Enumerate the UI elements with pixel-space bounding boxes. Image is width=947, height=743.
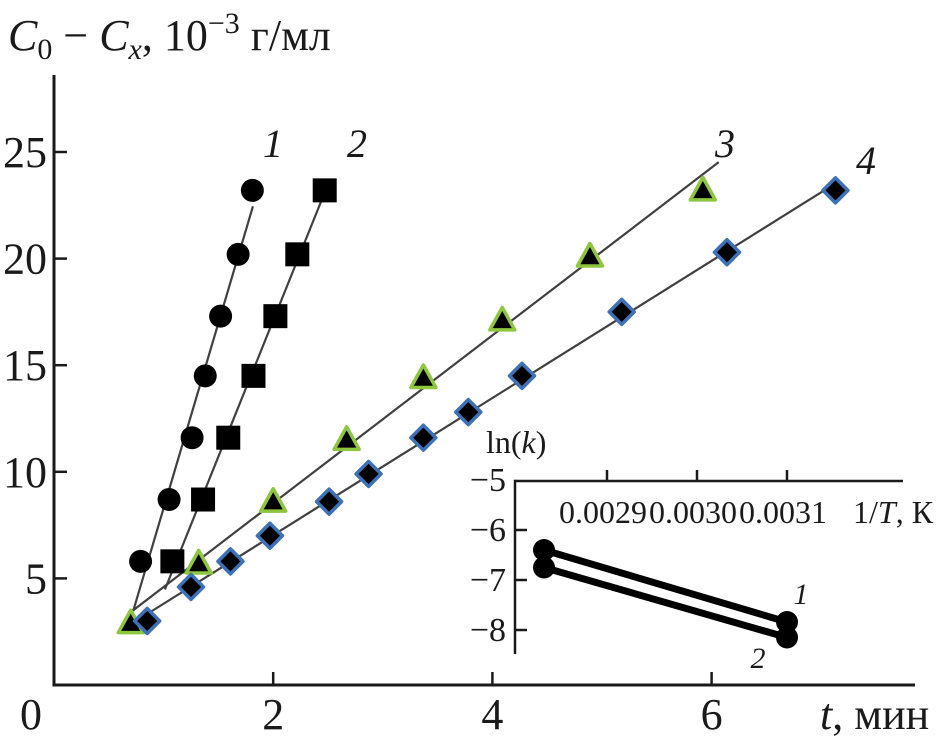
y-axis-title: C0 − Cx, 10−3 г/мл xyxy=(8,7,331,66)
x-axis-label: t, мин xyxy=(820,690,929,739)
diamond-marker xyxy=(821,176,850,205)
circle-marker xyxy=(226,242,250,266)
x-tick-label: 6 xyxy=(701,690,723,739)
square-marker xyxy=(216,425,241,450)
x-tick-label: 2 xyxy=(262,690,284,739)
inset-series-1-line xyxy=(543,546,788,626)
square-marker xyxy=(285,242,310,267)
triangle-marker xyxy=(688,175,718,202)
inset-curve-label-1: 1 xyxy=(794,578,809,611)
curve-label-2: 2 xyxy=(347,121,367,166)
diamond-marker xyxy=(132,606,162,636)
curve-label-1: 1 xyxy=(263,121,283,166)
y-tick-label: 20 xyxy=(3,235,47,284)
inset-x-tick-label: 0.0031 xyxy=(739,494,827,530)
triangle-marker xyxy=(409,363,438,390)
inset-circle-marker xyxy=(776,626,798,649)
diamond-marker xyxy=(607,297,636,327)
inset-y-tick-label: −5 xyxy=(470,462,506,499)
triangle-marker xyxy=(575,241,605,268)
inset-y-tick-label: −8 xyxy=(470,612,506,649)
circle-marker xyxy=(193,364,217,388)
inset-circle-marker xyxy=(533,539,555,561)
circle-marker xyxy=(240,178,264,202)
curve-label-3: 3 xyxy=(714,121,735,166)
inset-series-2-line xyxy=(543,564,788,641)
triangle-marker xyxy=(332,425,361,452)
inset-y-tick-label: −7 xyxy=(470,562,506,599)
diamond-marker xyxy=(712,237,742,267)
diamond-marker xyxy=(409,423,438,452)
square-marker xyxy=(241,363,266,388)
circle-marker xyxy=(129,549,153,573)
square-marker xyxy=(312,178,337,203)
inset-y-tick-label: −6 xyxy=(470,512,506,549)
square-marker xyxy=(191,487,216,512)
circle-marker xyxy=(157,488,181,512)
inset-x-axis-title: 1/T, К xyxy=(853,494,934,530)
triangle-marker xyxy=(184,548,213,575)
y-tick-label: 5 xyxy=(25,554,47,603)
x-tick-label: 4 xyxy=(481,690,503,739)
inset-y-axis-title: ln(k) xyxy=(486,424,546,460)
diamond-marker xyxy=(454,397,483,427)
y-tick-label: 15 xyxy=(3,341,47,390)
inset-circle-marker xyxy=(776,611,798,633)
inset-curve-label-2: 2 xyxy=(751,642,766,675)
inset-x-tick-label: 0.0030 xyxy=(649,494,737,530)
square-marker xyxy=(263,304,288,329)
inset-plot: 0.0029 0.0030 0.0031 −5 −6 −7 −8 ln(k) 1/T, К 12 xyxy=(470,424,934,675)
x-tick-label: 0 xyxy=(20,690,42,739)
series-1-fitline xyxy=(132,205,254,612)
circle-marker xyxy=(209,304,233,328)
inset-x-tick-label: 0.0029 xyxy=(559,494,647,530)
diamond-marker xyxy=(216,547,245,576)
y-tick-label: 10 xyxy=(3,448,47,497)
y-tick-label: 25 xyxy=(3,128,47,177)
triangle-marker xyxy=(258,486,288,513)
diamond-marker xyxy=(354,459,383,489)
triangle-marker xyxy=(488,305,517,332)
square-marker xyxy=(160,549,185,574)
diamond-marker xyxy=(176,572,206,602)
diamond-marker xyxy=(314,487,344,516)
diamond-marker xyxy=(507,361,537,391)
inset-circle-marker xyxy=(533,556,555,579)
diamond-marker xyxy=(255,521,285,551)
circle-marker xyxy=(180,426,204,450)
curve-label-4: 4 xyxy=(856,138,876,183)
